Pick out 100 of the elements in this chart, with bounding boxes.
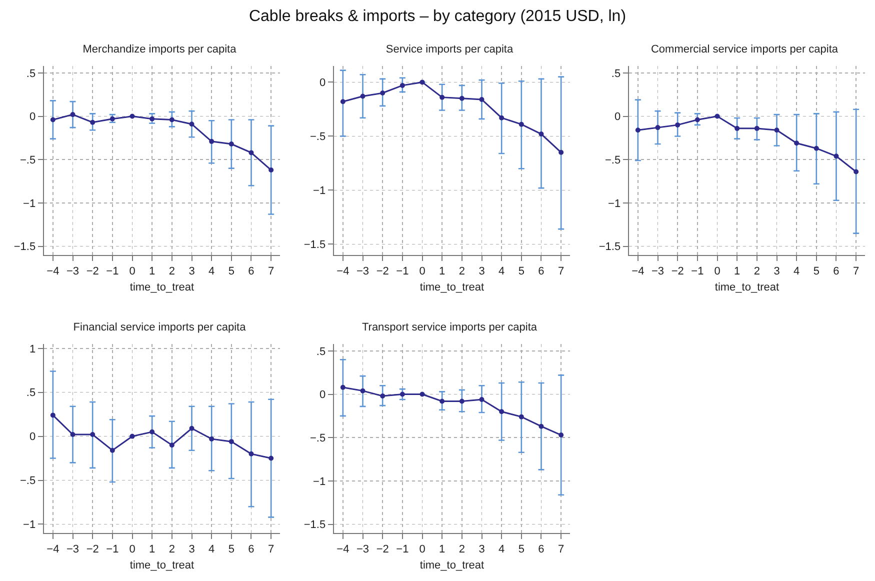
- chart-title: Transport service imports per capita: [362, 321, 538, 334]
- x-tick-label: 2: [168, 543, 175, 556]
- chart-title: Financial service imports per capita: [73, 321, 247, 334]
- x-tick-label: 4: [208, 265, 215, 278]
- point: [228, 142, 234, 147]
- chart-title: Merchandize imports per capita: [82, 43, 238, 56]
- x-tick-label: 3: [478, 265, 485, 278]
- x-tick-label: 0: [129, 543, 136, 556]
- point: [380, 394, 386, 399]
- point: [518, 414, 524, 420]
- x-tick-label: 6: [538, 265, 544, 278]
- point: [340, 99, 346, 104]
- point: [538, 132, 544, 137]
- point: [734, 126, 740, 131]
- chart-title: Service imports per capita: [386, 43, 514, 56]
- x-tick-label: −2: [86, 543, 99, 556]
- x-tick-label: −3: [356, 265, 370, 278]
- x-axis-title: time_to_treat: [420, 282, 484, 294]
- point: [90, 432, 96, 438]
- point: [70, 432, 76, 438]
- point: [459, 96, 464, 101]
- y-tick-label: 0: [29, 431, 36, 444]
- y-tick-label: .5: [316, 346, 326, 358]
- y-tick-label: −1: [23, 198, 36, 210]
- x-tick-label: −4: [336, 543, 350, 556]
- y-tick-label: −1: [23, 519, 36, 532]
- x-tick-label: 6: [833, 265, 840, 278]
- x-tick-label: −3: [66, 543, 80, 556]
- x-tick-label: 6: [248, 265, 254, 278]
- x-tick-label: 4: [208, 543, 215, 556]
- y-tick-label: 0: [319, 389, 326, 402]
- x-axis-title: time_to_treat: [130, 282, 194, 294]
- point: [814, 146, 819, 151]
- y-tick-label: −.5: [310, 131, 326, 144]
- y-tick-label: .5: [26, 68, 36, 80]
- x-tick-label: 7: [558, 265, 564, 278]
- x-tick-label: 0: [714, 265, 720, 278]
- point: [675, 122, 680, 128]
- point: [794, 140, 800, 146]
- point: [774, 128, 780, 133]
- point: [50, 412, 56, 418]
- x-tick-label: 2: [458, 265, 465, 278]
- y-tick-label: 0: [319, 77, 326, 90]
- point: [50, 117, 56, 122]
- point: [440, 398, 445, 404]
- point: [754, 126, 760, 131]
- x-tick-label: 1: [439, 543, 446, 556]
- point: [380, 90, 386, 96]
- x-tick-label: −2: [86, 265, 99, 278]
- point: [90, 120, 96, 125]
- x-tick-label: 3: [188, 543, 195, 556]
- chart-title: Commercial service imports per capita: [650, 43, 839, 56]
- point: [694, 117, 700, 122]
- point: [189, 426, 194, 431]
- point: [248, 150, 254, 156]
- y-tick-label: 0: [29, 111, 36, 124]
- y-tick-label: .5: [26, 387, 36, 400]
- x-tick-label: −3: [356, 543, 370, 556]
- point: [209, 138, 214, 144]
- x-tick-label: −2: [376, 543, 389, 556]
- point: [834, 154, 839, 159]
- point: [400, 82, 405, 88]
- point: [400, 392, 405, 397]
- x-tick-label: −1: [106, 543, 119, 556]
- x-axis-title: time_to_treat: [714, 282, 780, 294]
- x-tick-label: −1: [691, 265, 704, 278]
- x-tick-label: 2: [458, 543, 465, 556]
- x-tick-label: 7: [268, 265, 274, 278]
- point: [854, 169, 859, 174]
- x-tick-label: −3: [651, 265, 664, 278]
- y-tick-label: −1: [313, 476, 326, 488]
- y-tick-label: −1.5: [598, 241, 621, 254]
- y-tick-label: −1.5: [14, 241, 36, 254]
- point: [150, 429, 155, 434]
- point: [538, 424, 544, 429]
- x-tick-label: −1: [106, 265, 119, 278]
- point: [189, 122, 194, 127]
- x-tick-label: −4: [336, 265, 350, 278]
- y-tick-label: −.5: [310, 432, 326, 444]
- x-tick-label: 7: [268, 543, 274, 556]
- x-tick-label: 5: [518, 543, 524, 556]
- x-tick-label: 0: [419, 265, 426, 278]
- x-tick-label: 4: [498, 265, 505, 278]
- point: [268, 168, 274, 173]
- x-tick-label: 0: [129, 265, 136, 278]
- x-tick-label: −4: [46, 265, 60, 278]
- x-tick-label: 6: [248, 543, 254, 556]
- point: [499, 115, 504, 120]
- x-tick-label: 7: [558, 543, 564, 556]
- point: [110, 448, 115, 453]
- x-tick-label: −4: [46, 543, 60, 556]
- x-tick-label: 4: [794, 265, 800, 278]
- x-tick-label: −3: [66, 265, 80, 278]
- x-tick-label: −1: [396, 265, 409, 278]
- point: [558, 150, 564, 155]
- point: [70, 112, 76, 118]
- x-tick-label: −2: [671, 265, 684, 278]
- x-tick-label: 2: [168, 265, 175, 278]
- point: [169, 442, 174, 448]
- x-tick-label: 6: [538, 543, 544, 556]
